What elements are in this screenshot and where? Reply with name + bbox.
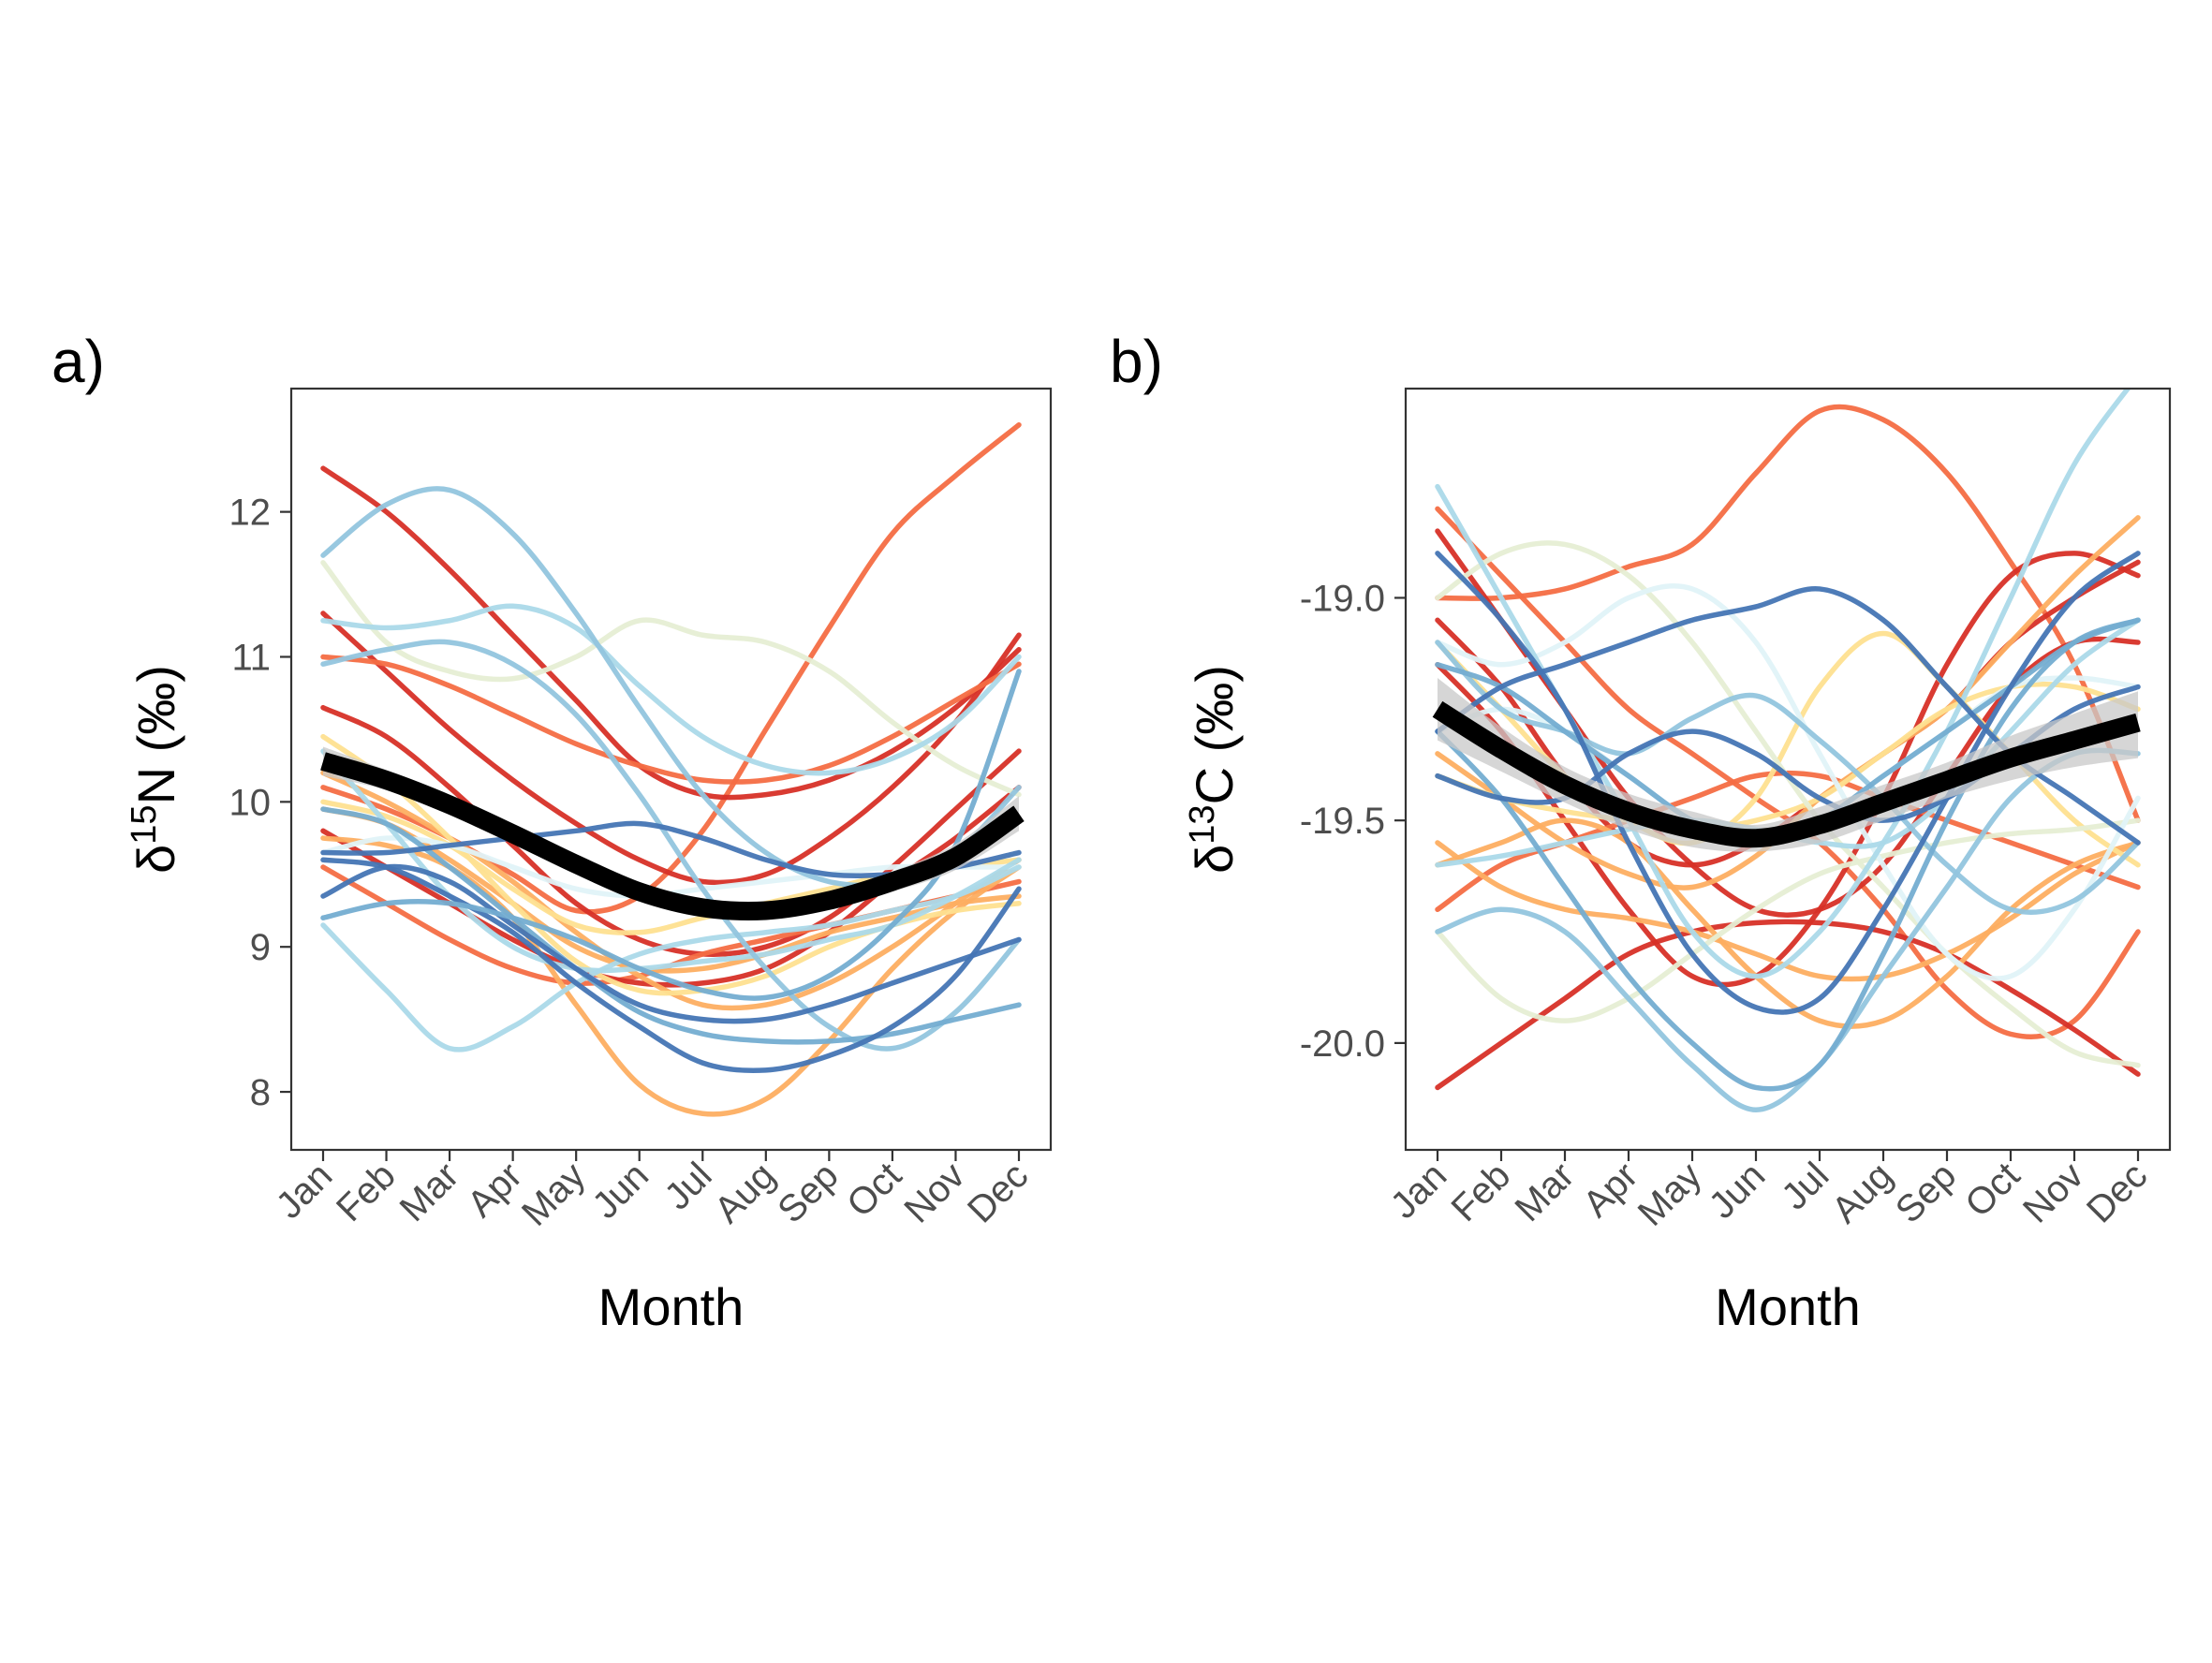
x-tick-label: Oct [1957, 1155, 2028, 1225]
x-axis-title: Month [1715, 1277, 1861, 1336]
plot-area [1432, 389, 2141, 1112]
x-tick-label: Feb [1444, 1155, 1519, 1229]
x-tick-label: Apr [460, 1155, 530, 1225]
x-tick-label: Sep [770, 1155, 846, 1230]
x-tick-label: May [514, 1155, 594, 1234]
panel-border [289, 387, 1053, 1152]
x-tick-label: Dec [960, 1155, 1036, 1230]
y-tick-label: -19.5 [1300, 801, 1385, 842]
series-line-14 [1435, 817, 2141, 1023]
x-tick-label: Dec [2079, 1155, 2155, 1230]
x-tick-label: Mar [392, 1155, 467, 1229]
panel-border [1404, 387, 2172, 1152]
series-line-21 [320, 857, 1022, 1074]
mean-trend-line [1432, 700, 2141, 848]
x-tick-label: Jul [656, 1155, 719, 1217]
x-tick-label: May [1630, 1155, 1710, 1234]
x-tick-label: Feb [329, 1155, 404, 1229]
series-line-21 [1435, 617, 2141, 1092]
series-line-10 [1435, 817, 2141, 1029]
panel-label: a) [52, 328, 105, 395]
y-axis-title: δ13C (‰) [1183, 665, 1244, 874]
series-line-24 [320, 669, 1022, 1001]
y-tick-label: -20.0 [1300, 1023, 1385, 1065]
x-tick-label: Jun [1702, 1155, 1774, 1227]
series-line-5 [320, 704, 1022, 957]
series-line-14 [320, 560, 1022, 798]
series-line-19 [320, 639, 1022, 1052]
y-tick-label: 8 [250, 1072, 271, 1113]
x-tick-label: Apr [1575, 1155, 1645, 1225]
series-line-4 [1435, 919, 2141, 1091]
series-line-20 [320, 806, 1022, 1045]
x-tick-label: Aug [1824, 1155, 1900, 1230]
series-line-5 [1435, 551, 2141, 988]
plot-area [320, 421, 1025, 1117]
y-tick-label: 10 [229, 782, 272, 823]
x-tick-label: Oct [839, 1155, 909, 1225]
series-line-10 [320, 806, 1022, 974]
y-tick-label: -19.0 [1300, 578, 1385, 619]
y-tick-label: 12 [229, 493, 272, 534]
x-tick-label: Jan [269, 1155, 341, 1227]
series-line-4 [320, 654, 1022, 785]
x-tick-label: Jun [584, 1155, 656, 1227]
x-tick-label: Sep [1888, 1155, 1964, 1230]
x-tick-label: Jul [1774, 1155, 1836, 1217]
series-line-23 [1435, 551, 2141, 1015]
series-line-23 [320, 863, 1022, 1024]
y-tick-label: 11 [231, 637, 271, 678]
y-axis-title: δ15N (‰) [125, 665, 185, 874]
series-line-15 [320, 864, 1022, 1052]
x-axis-title: Month [598, 1277, 745, 1336]
panel-label: b) [1110, 328, 1163, 395]
x-tick-label: Jan [1383, 1155, 1455, 1227]
x-tick-label: Mar [1508, 1155, 1583, 1229]
series-line-3 [320, 611, 1022, 886]
x-tick-label: Aug [707, 1155, 783, 1230]
x-tick-label: Nov [2015, 1155, 2091, 1230]
series-line-19 [1435, 747, 2141, 1112]
y-tick-label: 9 [250, 927, 271, 968]
x-tick-label: Nov [896, 1155, 972, 1230]
series-line-2 [320, 465, 1022, 801]
series-line-16 [320, 603, 1022, 776]
mean-trend-line [320, 752, 1025, 921]
